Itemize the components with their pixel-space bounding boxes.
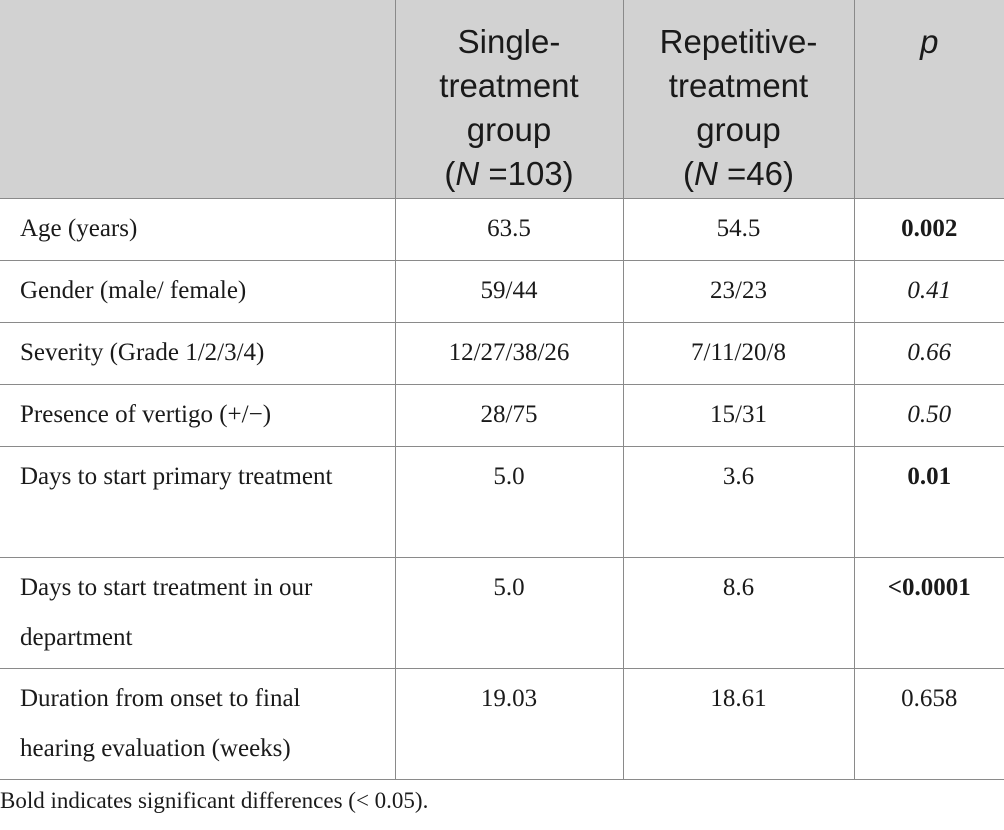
repetitive-group-value: 3.6 <box>622 445 855 558</box>
single-group-value: 63.5 <box>394 197 624 261</box>
table-row: Presence of vertigo (+/−) 28/75 15/31 0.… <box>0 383 1004 447</box>
p-value: 0.002 <box>853 197 1004 261</box>
header-blank-cell <box>0 0 396 199</box>
p-value: 0.658 <box>853 667 1004 780</box>
p-value: 0.41 <box>853 259 1004 323</box>
header-single-line1: Single- <box>457 23 561 60</box>
row-label: Duration from onset to final hearing eva… <box>0 667 396 780</box>
table-row: Gender (male/ female) 59/44 23/23 0.41 <box>0 259 1004 323</box>
row-label: Severity (Grade 1/2/3/4) <box>0 321 396 385</box>
table-body: Age (years) 63.5 54.5 0.002 Gender (male… <box>0 197 1004 780</box>
p-value: 0.01 <box>853 445 1004 558</box>
header-repetitive-line1: Repetitive- <box>659 23 818 60</box>
p-value: <0.0001 <box>853 556 1004 669</box>
header-repetitive-line3: group <box>696 111 781 148</box>
table-row: Duration from onset to final hearing eva… <box>0 667 1004 780</box>
single-group-value: 28/75 <box>394 383 624 447</box>
header-single-line3: group <box>466 111 552 148</box>
table-row: Age (years) 63.5 54.5 0.002 <box>0 197 1004 261</box>
header-row: Single- treatment group (N =103) Repetit… <box>0 0 1004 199</box>
header-single-n: (N =103) <box>444 155 574 192</box>
header-single-line2: treatment <box>439 67 579 104</box>
row-label: Days to start primary treatment <box>0 445 396 558</box>
row-label: Gender (male/ female) <box>0 259 396 323</box>
row-label: Days to start treatment in our departmen… <box>0 556 396 669</box>
single-group-value: 12/27/38/26 <box>394 321 624 385</box>
table-row: Days to start primary treatment 5.0 3.6 … <box>0 445 1004 558</box>
single-group-value: 5.0 <box>394 445 624 558</box>
repetitive-group-value: 15/31 <box>622 383 855 447</box>
header-repetitive-treatment: Repetitive- treatment group (N =46) <box>622 0 855 199</box>
p-value: 0.50 <box>853 383 1004 447</box>
repetitive-group-value: 7/11/20/8 <box>622 321 855 385</box>
single-group-value: 5.0 <box>394 556 624 669</box>
header-repetitive-line2: treatment <box>668 67 809 104</box>
repetitive-group-value: 18.61 <box>622 667 855 780</box>
single-group-value: 59/44 <box>394 259 624 323</box>
header-repetitive-n: (N =46) <box>683 155 794 192</box>
table-row: Severity (Grade 1/2/3/4) 12/27/38/26 7/1… <box>0 321 1004 385</box>
single-group-value: 19.03 <box>394 667 624 780</box>
p-value: 0.66 <box>853 321 1004 385</box>
comparison-table: Single- treatment group (N =103) Repetit… <box>0 0 1004 780</box>
repetitive-group-value: 23/23 <box>622 259 855 323</box>
header-p-value: p <box>853 0 1004 199</box>
table-header: Single- treatment group (N =103) Repetit… <box>0 0 1004 199</box>
header-single-treatment: Single- treatment group (N =103) <box>394 0 624 199</box>
repetitive-group-value: 54.5 <box>622 197 855 261</box>
repetitive-group-value: 8.6 <box>622 556 855 669</box>
table-row: Days to start treatment in our departmen… <box>0 556 1004 669</box>
row-label: Presence of vertigo (+/−) <box>0 383 396 447</box>
table-footnote: Bold indicates significant differences (… <box>0 788 429 813</box>
row-label: Age (years) <box>0 197 396 261</box>
